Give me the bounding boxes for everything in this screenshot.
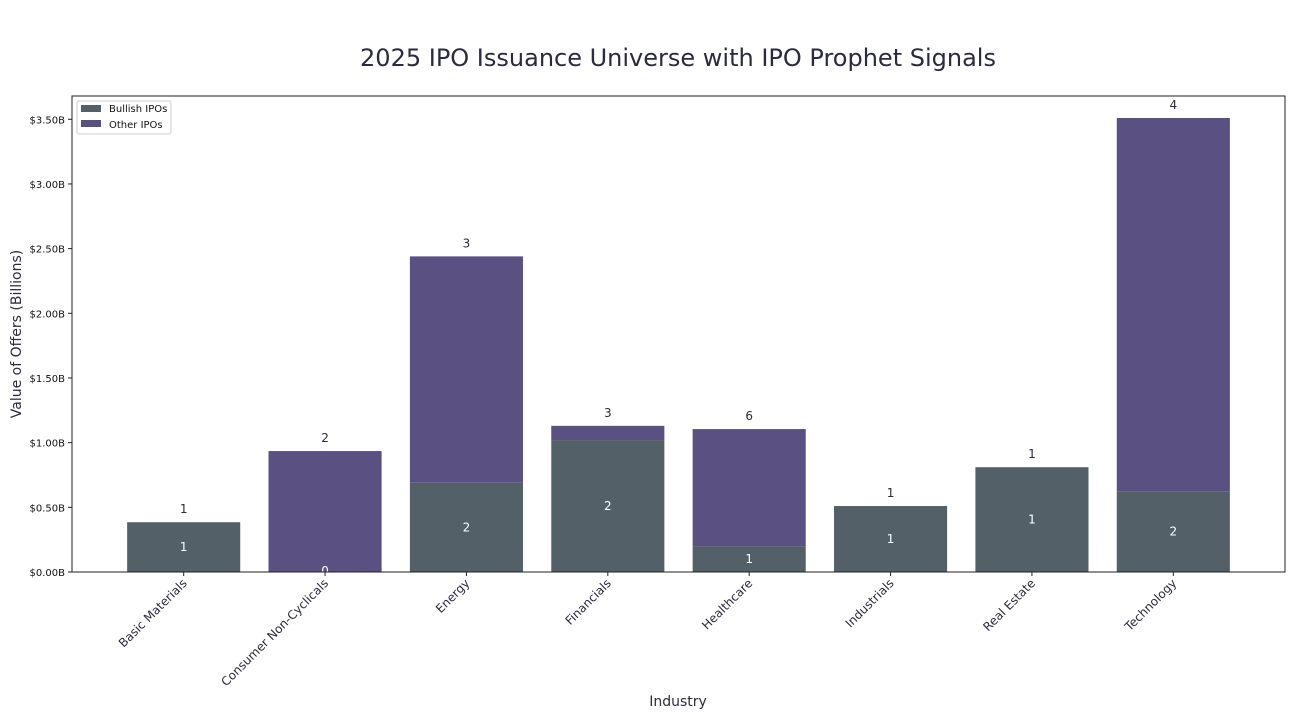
bullish-count-label: 2 [1169,525,1177,539]
total-count-label: 1 [180,502,188,516]
bar-bullish [409,482,523,572]
bar-bullish [127,522,241,572]
y-axis-label: Value of Offers (Billions) [9,250,25,418]
legend-swatch-other [81,120,101,127]
y-tick-label: $3.50B [30,115,66,126]
total-count-label: 2 [321,431,329,445]
y-tick-label: $1.00B [30,439,66,450]
bullish-count-label: 0 [321,564,329,578]
legend-label-other: Other IPOs [109,120,163,131]
bullish-count-label: 2 [604,499,612,513]
bar-other [268,451,382,572]
total-count-label: 3 [463,236,471,250]
y-tick-label: $2.00B [30,309,66,320]
bar-other [551,425,665,441]
plot-frame [71,95,1286,573]
bar-bullish [1116,491,1230,572]
legend-swatch-bullish [81,105,101,112]
y-tick-label: $3.00B [30,180,66,191]
x-tick-label: Technology [1121,576,1179,634]
bar-other [409,256,523,483]
bar-other [1116,117,1230,492]
x-axis-label: Industry [649,694,707,710]
y-tick-label: $0.50B [30,503,66,514]
total-count-label: 6 [745,409,753,423]
total-count-label: 3 [604,406,612,420]
bullish-count-label: 2 [463,520,471,534]
bar-bullish [551,440,665,572]
y-tick-label: $0.00B [30,568,66,579]
total-count-label: 1 [1028,447,1036,461]
total-count-label: 1 [887,486,895,500]
x-tick-label: Real Estate [980,576,1038,634]
bullish-count-label: 1 [1028,513,1036,527]
x-tick-label: Consumer Non-Cyclicals [218,576,331,689]
total-count-label: 4 [1169,98,1177,112]
legend-label-bullish: Bullish IPOs [109,104,167,115]
bar-bullish [834,506,948,572]
y-tick-label: $2.50B [30,245,66,256]
x-tick-label: Basic Materials [116,576,190,650]
bar-other [692,429,806,547]
bullish-count-label: 1 [745,552,753,566]
legend: Bullish IPOs Other IPOs [76,100,172,135]
bar-bullish [975,467,1089,572]
x-tick-label: Healthcare [699,576,755,632]
chart-title: 2025 IPO Issuance Universe with IPO Prop… [360,44,996,72]
y-tick-label: $1.50B [30,374,66,385]
x-tick-label: Industrials [843,576,897,630]
x-tick-label: Financials [562,576,613,627]
bar-bullish [692,546,806,572]
bullish-count-label: 1 [180,540,188,554]
x-tick-label: Energy [433,576,473,616]
bullish-count-label: 1 [887,532,895,546]
